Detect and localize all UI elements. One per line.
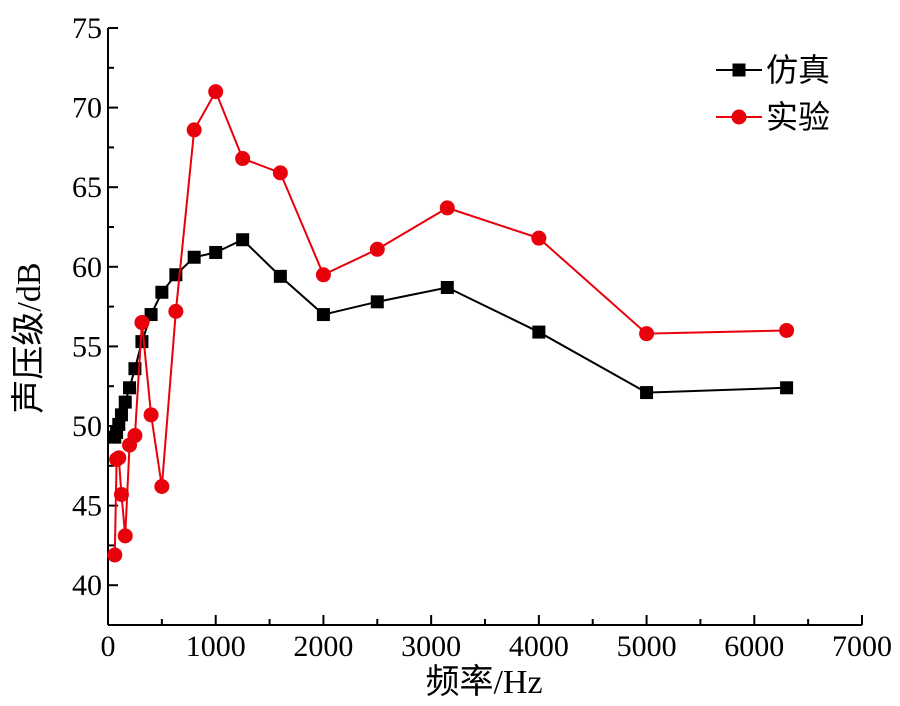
data-point-circle — [369, 241, 385, 257]
x-tick-label: 7000 — [832, 630, 892, 663]
data-point-square — [440, 280, 454, 294]
data-point-square — [155, 285, 169, 299]
series-layer — [107, 84, 795, 563]
y-tick-label: 50 — [72, 410, 102, 443]
data-point-square — [135, 335, 149, 349]
data-point-circle — [143, 407, 159, 423]
series-line — [113, 238, 787, 438]
data-point-circle — [272, 165, 288, 181]
data-point-circle — [107, 547, 123, 563]
data-point-circle — [315, 267, 331, 283]
data-point-square — [209, 245, 223, 259]
axes: 0 1000 2000 3000 4000 5000 6000 7000 40 45 50 55 60 6… — [72, 12, 892, 663]
data-point-circle — [168, 303, 184, 319]
y-tick-label: 60 — [72, 251, 102, 284]
series-line — [113, 89, 787, 555]
data-point-square — [780, 381, 794, 395]
data-point-square — [273, 269, 287, 283]
x-tick-label: 1000 — [186, 630, 246, 663]
x-tick-label: 5000 — [617, 630, 677, 663]
data-point-square — [532, 325, 546, 339]
data-point-circle — [117, 528, 133, 544]
y-tick-label: 55 — [72, 330, 102, 363]
data-point-circle — [531, 230, 547, 246]
data-point-square — [236, 233, 250, 247]
legend-marker-circle — [731, 109, 747, 125]
data-point-circle — [127, 428, 143, 444]
y-tick-label: 65 — [72, 171, 102, 204]
x-tick-label: 6000 — [724, 630, 784, 663]
x-tick-label: 4000 — [509, 630, 569, 663]
data-point-circle — [779, 322, 795, 338]
series-2 — [107, 84, 795, 563]
legend-item-1: 仿真 — [716, 52, 830, 88]
legend-label: 实验 — [766, 99, 830, 135]
data-point-square — [640, 386, 654, 400]
data-point-circle — [208, 84, 224, 100]
data-point-square — [144, 308, 158, 322]
data-point-circle — [154, 478, 170, 494]
data-point-square — [118, 395, 132, 409]
data-point-circle — [186, 122, 202, 138]
data-point-circle — [111, 450, 127, 466]
data-point-square — [114, 408, 128, 422]
data-point-circle — [134, 315, 150, 331]
y-tick-label: 40 — [72, 569, 102, 602]
y-tick-label: 45 — [72, 490, 102, 523]
data-point-circle — [235, 151, 251, 167]
legend-item-2: 实验 — [716, 99, 830, 135]
x-tick-label: 3000 — [401, 630, 461, 663]
legend-label: 仿真 — [766, 52, 830, 88]
data-point-square — [187, 250, 201, 264]
x-axis-title: 频率/Hz — [425, 663, 542, 701]
data-point-circle — [639, 326, 655, 342]
y-tick-label: 70 — [72, 92, 102, 125]
legend-marker-square — [732, 63, 746, 77]
data-point-circle — [113, 486, 129, 502]
data-point-square — [316, 308, 330, 322]
data-point-square — [123, 381, 137, 395]
data-point-square — [370, 295, 384, 309]
y-axis-title: 声压级/dB — [10, 262, 48, 413]
x-tick-label: 0 — [101, 630, 116, 663]
data-point-circle — [439, 200, 455, 216]
y-tick-label: 75 — [72, 12, 102, 45]
series-1 — [108, 233, 794, 444]
x-tick-label: 2000 — [293, 630, 353, 663]
